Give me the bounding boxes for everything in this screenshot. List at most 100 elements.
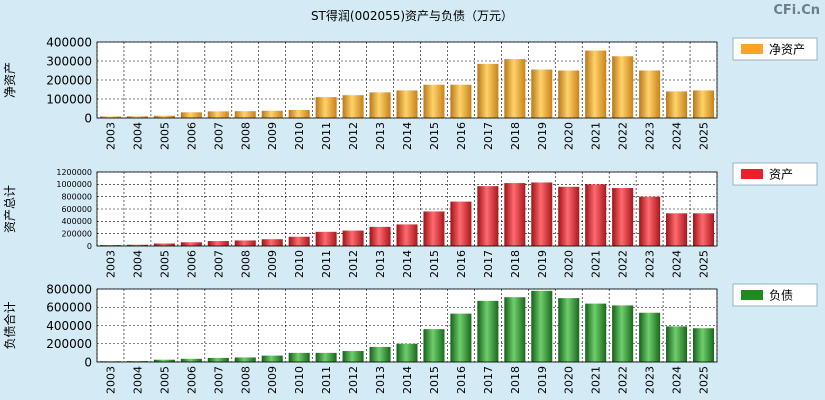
assets-x-tick-label: 2021 (590, 250, 603, 278)
liab-legend-box (732, 283, 818, 307)
liab-x-tick-label: 2010 (293, 366, 306, 394)
liab-x-tick-label: 2008 (239, 366, 252, 394)
assets-bar-2006 (180, 242, 202, 246)
net-legend-label: 净资产 (769, 43, 805, 57)
assets-bar-2003 (99, 245, 121, 246)
net-bar-2012 (342, 95, 364, 118)
assets-bar-2018 (504, 183, 526, 246)
liab-x-tick-label: 2023 (644, 366, 657, 394)
assets-x-tick-label: 2010 (293, 250, 306, 278)
liab-plot-border (96, 288, 718, 363)
liab-x-tick-label: 2021 (590, 366, 603, 394)
assets-x-tick-label: 2025 (698, 250, 711, 278)
net-y-tick-label: 400000 (46, 35, 92, 49)
liab-x-tick-label: 2018 (509, 366, 522, 394)
net-bar-2021 (585, 50, 607, 118)
liab-bar-2021 (585, 303, 607, 362)
assets-y-tick-label: 1000000 (56, 180, 92, 189)
net-bar-2007 (207, 111, 229, 118)
liab-x-tick-label: 2007 (212, 366, 225, 394)
assets-x-tick-label: 2018 (509, 250, 522, 278)
net-bar-2010 (288, 110, 310, 118)
net-x-tick-label: 2009 (266, 122, 279, 150)
net-bar-2018 (504, 59, 526, 118)
liab-bar-2013 (369, 346, 391, 362)
liab-x-tick-label: 2024 (671, 366, 684, 394)
total-assets-chart: 0 200000 400000 600000 800000 1000000 1200000 2… (3, 162, 818, 278)
assets-legend-label: 资产 (769, 168, 793, 182)
liab-bar-2005 (153, 359, 175, 362)
liab-bar-2014 (396, 343, 418, 362)
liab-bar-2025 (693, 328, 715, 362)
net-assets-chart: 0 100000 200000 300000 400000 2003 2004 2005 200… (3, 35, 818, 150)
net-bar-2014 (396, 90, 418, 118)
assets-bar-2019 (531, 182, 553, 246)
liab-bar-2015 (423, 329, 445, 362)
liab-bar-2011 (315, 352, 337, 362)
assets-y-tick-label: 800000 (61, 193, 92, 202)
assets-bar-2024 (666, 213, 688, 246)
net-bar-2009 (261, 110, 283, 118)
liab-bar-2020 (558, 298, 580, 362)
net-x-tick-label: 2018 (509, 122, 522, 150)
net-bar-2003 (99, 116, 121, 118)
net-x-tick-label: 2006 (185, 122, 198, 150)
assets-bar-2005 (153, 243, 175, 246)
liab-bar-2004 (126, 361, 148, 362)
net-x-tick-label: 2017 (482, 122, 495, 150)
net-x-tick-label: 2003 (104, 122, 117, 150)
total-liabilities-chart: 0 200000 400000 600000 800000 2003 2004 2005 200… (2, 282, 818, 394)
assets-y-tick-label: 1200000 (56, 168, 92, 177)
assets-x-tick-label: 2004 (131, 250, 144, 278)
assets-x-tick-label: 2008 (239, 250, 252, 278)
assets-bar-2020 (558, 186, 580, 246)
liab-bar-2019 (531, 290, 553, 362)
net-legend-box (732, 37, 818, 61)
liab-bar-2006 (180, 358, 202, 362)
assets-x-tick-label: 2020 (563, 250, 576, 278)
net-y-tick-label: 100000 (46, 92, 92, 106)
assets-bar-2013 (369, 226, 391, 246)
assets-x-tick-label: 2024 (671, 250, 684, 278)
net-x-tick-label: 2014 (401, 122, 414, 150)
net-x-tick-label: 2005 (158, 122, 171, 150)
net-bar-2013 (369, 92, 391, 118)
liab-x-tick-label: 2014 (401, 366, 414, 394)
liab-x-tick-label: 2015 (428, 366, 441, 394)
net-plot-border (96, 41, 718, 119)
net-x-tick-label: 2016 (455, 122, 468, 150)
liab-bar-2009 (261, 355, 283, 362)
net-y-axis-label: 净资产 (3, 62, 17, 98)
net-bar-2005 (153, 115, 175, 118)
liab-x-tick-label: 2019 (536, 366, 549, 394)
assets-y-tick-label: 0 (87, 242, 92, 251)
assets-x-tick-label: 2023 (644, 250, 657, 278)
net-x-tick-label: 2008 (239, 122, 252, 150)
net-y-tick-label: 300000 (46, 54, 92, 68)
net-x-tick-label: 2010 (293, 122, 306, 150)
net-bar-2023 (639, 70, 661, 118)
net-x-tick-label: 2024 (671, 122, 684, 150)
liab-x-tick-label: 2020 (563, 366, 576, 394)
net-bar-2006 (180, 112, 202, 118)
assets-bar-2009 (261, 239, 283, 246)
net-x-tick-label: 2012 (347, 122, 360, 150)
assets-legend-box (732, 162, 818, 186)
net-x-tick-label: 2021 (590, 122, 603, 150)
assets-bar-2004 (126, 244, 148, 246)
liab-y-axis-label: 负债合计 (2, 301, 17, 349)
assets-x-tick-label: 2016 (455, 250, 468, 278)
net-bar-2004 (126, 116, 148, 118)
assets-x-tick-label: 2009 (266, 250, 279, 278)
liab-x-tick-label: 2025 (698, 366, 711, 394)
liab-y-tick-label: 600000 (46, 301, 92, 315)
assets-y-axis-label: 资产总计 (3, 185, 17, 233)
net-bar-2019 (531, 69, 553, 118)
assets-x-tick-label: 2019 (536, 250, 549, 278)
net-bar-2011 (315, 97, 337, 118)
net-x-tick-label: 2015 (428, 122, 441, 150)
assets-bar-2012 (342, 230, 364, 246)
net-bar-2024 (666, 91, 688, 118)
net-legend-swatch (741, 44, 763, 54)
